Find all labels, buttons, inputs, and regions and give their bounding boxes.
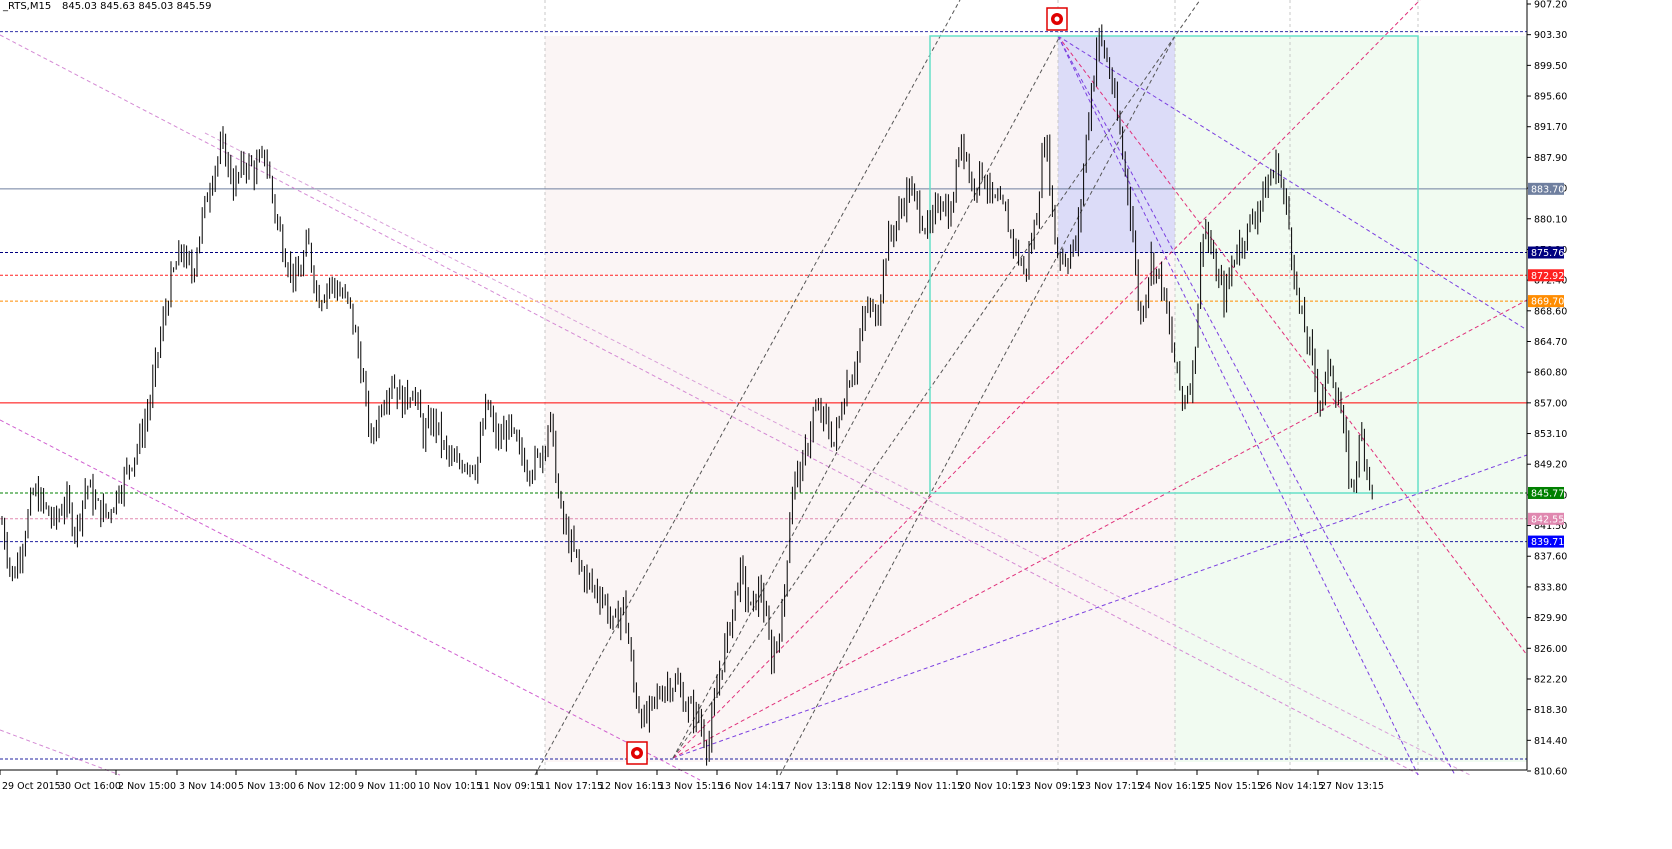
level-tag-label: 869.70: [1531, 297, 1564, 308]
price-tick-label: 895.60: [1534, 92, 1567, 103]
level-tag: [1528, 512, 1564, 525]
time-tick-label: 23 Nov 09:15: [1019, 781, 1083, 792]
time-tick-label: 24 Nov 16:15: [1139, 781, 1203, 792]
time-tick-label: 9 Nov 11:00: [358, 781, 416, 792]
price-tick-label: 860.80: [1534, 368, 1567, 379]
price-tick-label: 880.10: [1534, 214, 1567, 225]
level-tag: [1528, 246, 1564, 259]
time-tick-label: 11 Nov 09:15: [478, 781, 542, 792]
price-tick-label: 903.30: [1534, 30, 1567, 41]
time-tick-label: 29 Oct 2015: [2, 781, 61, 792]
level-tag: [1528, 182, 1564, 195]
time-tick-label: 30 Oct 16:00: [59, 781, 121, 792]
price-tick-label: 833.80: [1534, 582, 1567, 593]
time-tick-label: 18 Nov 12:15: [839, 781, 903, 792]
level-tag-label: 883.70: [1531, 184, 1564, 195]
time-tick-label: 3 Nov 14:00: [179, 781, 237, 792]
bottom-marker-icon[interactable]: [626, 741, 648, 765]
time-tick-label: 27 Nov 13:15: [1320, 781, 1384, 792]
top-marker-icon[interactable]: [1046, 7, 1068, 31]
price-tick-label: 853.10: [1534, 429, 1567, 440]
level-tag: [1528, 486, 1564, 499]
trendline: [1057, 35, 1528, 331]
time-tick-label: 25 Nov 15:15: [1199, 781, 1263, 792]
level-tags: 883.70 875.76 872.92 869.70 845.77 842.55 839.…: [1528, 182, 1564, 548]
trendline: [0, 419, 701, 781]
trendline: [672, 299, 1528, 759]
green-zone: [1175, 36, 1527, 762]
price-tick-label: 891.70: [1534, 122, 1567, 133]
price-tick-label: 810.60: [1534, 767, 1567, 778]
price-tick-label: 822.20: [1534, 674, 1567, 685]
time-tick-label: 19 Nov 11:15: [899, 781, 963, 792]
symbol-label: _RTS,M15: [2, 1, 51, 12]
price-tick-label: 864.70: [1534, 337, 1567, 348]
time-tick-label: 23 Nov 17:15: [1079, 781, 1143, 792]
price-tick-label: 899.50: [1534, 61, 1567, 72]
time-tick-label: 20 Nov 10:15: [959, 781, 1023, 792]
level-tag: [1528, 269, 1564, 282]
time-tick-label: 5 Nov 13:00: [238, 781, 296, 792]
price-tick-label: 829.90: [1534, 613, 1567, 624]
ohlc-values: 845.03 845.63 845.03 845.59: [62, 1, 212, 12]
price-tick-label: 814.40: [1534, 736, 1567, 747]
price-tick-label: 818.30: [1534, 705, 1567, 716]
price-tick-label: 887.90: [1534, 153, 1567, 164]
level-tag: [1528, 535, 1564, 548]
aqua-rectangle: [929, 35, 1419, 494]
level-tag-label: 839.71: [1531, 537, 1564, 548]
trendline: [0, 729, 121, 776]
level-tag-label: 875.76: [1531, 248, 1564, 259]
time-tick-label: 6 Nov 12:00: [298, 781, 356, 792]
trendlines: [0, 0, 1528, 781]
time-tick-label: 17 Nov 13:15: [779, 781, 843, 792]
trendline: [204, 132, 1471, 776]
level-tag-label: 845.77: [1531, 488, 1564, 499]
time-tick-label: 26 Nov 14:15: [1260, 781, 1324, 792]
price-tick-label: 907.20: [1534, 0, 1567, 11]
trendline: [672, 35, 1061, 759]
level-tag-label: 872.92: [1531, 271, 1564, 282]
time-tick-label: 13 Nov 15:15: [659, 781, 723, 792]
price-tick-label: 826.00: [1534, 644, 1567, 655]
trendline: [672, 0, 1421, 759]
level-tag: [1528, 295, 1564, 308]
price-tick-label: 849.20: [1534, 460, 1567, 471]
price-tick-label: 837.60: [1534, 552, 1567, 563]
price-tick-label: 868.60: [1534, 306, 1567, 317]
trendline: [0, 34, 1421, 776]
time-tick-label: 2 Nov 15:00: [118, 781, 176, 792]
trendline: [1057, 35, 1528, 656]
time-tick-label: 12 Nov 16:15: [599, 781, 663, 792]
time-tick-label: 10 Nov 10:15: [418, 781, 482, 792]
candlesticks: [1, 24, 1373, 766]
price-tick-label: 841.50: [1534, 521, 1567, 532]
level-tag-label: 842.55: [1531, 514, 1564, 525]
time-tick-label: 11 Nov 17:15: [539, 781, 603, 792]
price-tick-label: 857.00: [1534, 398, 1567, 409]
trendline: [534, 0, 961, 776]
time-tick-label: 16 Nov 14:15: [719, 781, 783, 792]
